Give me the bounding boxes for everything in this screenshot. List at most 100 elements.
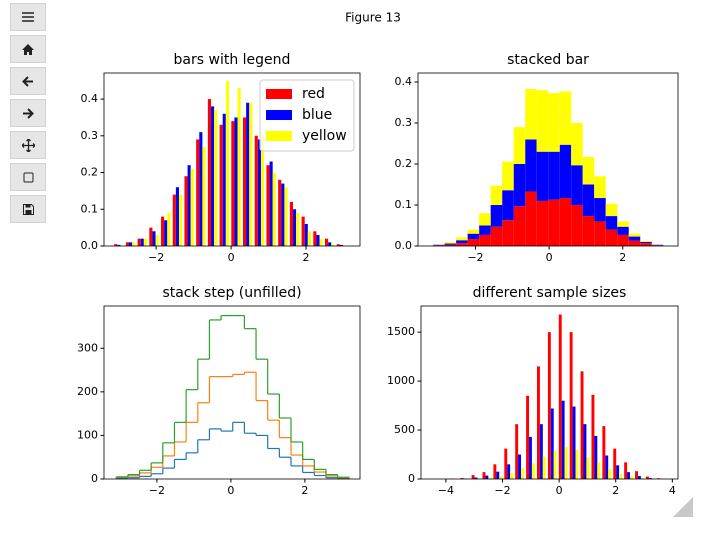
- bar: [149, 227, 153, 246]
- axes-frame: [420, 305, 679, 480]
- bar: [249, 102, 253, 247]
- bar: [187, 165, 191, 246]
- bar: [493, 464, 497, 479]
- bar: [140, 238, 144, 246]
- bar-segment: [525, 88, 537, 140]
- bar: [132, 242, 136, 246]
- bar-segment: [502, 190, 514, 221]
- forward-button[interactable]: [10, 99, 46, 127]
- menu-button[interactable]: [10, 3, 46, 31]
- save-button[interactable]: [10, 195, 46, 223]
- bar: [143, 238, 147, 246]
- bar-segment: [559, 91, 572, 145]
- bar-segment: [571, 123, 583, 166]
- bar: [292, 209, 297, 246]
- bar: [583, 424, 587, 479]
- bar: [164, 220, 168, 246]
- y-tick-label: 300: [77, 341, 98, 354]
- bar: [257, 139, 261, 246]
- bar: [507, 464, 511, 479]
- bar-segment: [444, 244, 457, 246]
- bar: [594, 435, 598, 479]
- bar: [319, 238, 323, 246]
- bar-segment: [640, 241, 652, 242]
- y-tick-label: 0.2: [81, 166, 99, 179]
- bar: [499, 476, 503, 479]
- window-title: Figure 13: [345, 11, 401, 25]
- legend-swatch: [266, 131, 292, 141]
- bar: [627, 472, 630, 479]
- x-tick-label: 0: [546, 251, 553, 264]
- bar: [137, 238, 141, 246]
- bar-segment: [548, 151, 560, 200]
- bar: [531, 463, 535, 479]
- bar-segment: [490, 185, 503, 206]
- bar: [167, 212, 171, 246]
- bar: [125, 242, 130, 246]
- bar-segment: [502, 161, 514, 191]
- x-tick-label: −2: [148, 251, 164, 264]
- bar: [629, 476, 633, 479]
- bar: [616, 465, 620, 479]
- pan-button[interactable]: [10, 131, 46, 159]
- step-riser: [115, 315, 350, 478]
- bar: [272, 172, 276, 246]
- bar: [529, 436, 532, 479]
- bar: [521, 468, 524, 479]
- y-tick-label: 100: [77, 428, 98, 441]
- x-tick-label: −2: [494, 484, 510, 497]
- bar: [482, 472, 486, 479]
- bar: [580, 371, 584, 479]
- bar: [558, 314, 562, 479]
- step-riser: [115, 422, 350, 479]
- y-tick-label: 0.0: [395, 239, 413, 252]
- bar: [190, 168, 194, 246]
- bar-segment: [536, 90, 549, 152]
- bar: [219, 124, 223, 246]
- bar-segment: [582, 157, 595, 185]
- bar-segment: [617, 226, 629, 235]
- bar-segment: [559, 198, 572, 246]
- bar: [237, 88, 241, 246]
- legend-label: red: [302, 86, 325, 102]
- zoom-button[interactable]: [10, 163, 46, 191]
- bar: [645, 476, 649, 479]
- bar-segment: [513, 127, 526, 165]
- y-tick-label: 0.0: [81, 239, 99, 252]
- legend-label: yellow: [302, 128, 347, 144]
- bar: [161, 216, 165, 246]
- bar-segment: [605, 216, 618, 230]
- bar: [591, 394, 595, 479]
- bar: [178, 194, 183, 246]
- bar: [234, 117, 238, 247]
- chart-title: different sample sizes: [473, 285, 627, 301]
- x-tick-label: 2: [619, 251, 626, 264]
- axes-frame: [103, 72, 361, 247]
- bar: [313, 231, 317, 246]
- y-tick-label: 500: [394, 423, 415, 436]
- bar-segment: [628, 236, 641, 241]
- bar: [561, 400, 565, 479]
- chart-title: stack step (unfilled): [162, 285, 301, 301]
- back-button[interactable]: [10, 67, 46, 95]
- bar-segment: [502, 220, 514, 246]
- axes-frame: [103, 305, 361, 480]
- x-tick-label: 2: [301, 484, 308, 497]
- bar: [569, 332, 573, 479]
- home-button[interactable]: [10, 35, 46, 63]
- legend-swatch: [266, 110, 292, 120]
- bar: [586, 457, 590, 479]
- chart-title: stacked bar: [507, 52, 589, 68]
- bar: [619, 473, 623, 479]
- bar-segment: [548, 199, 560, 246]
- bar: [225, 80, 229, 246]
- bar: [155, 234, 159, 246]
- bar-segment: [651, 245, 664, 246]
- bar-segment: [490, 226, 503, 246]
- bar: [637, 476, 641, 479]
- bar: [608, 469, 612, 479]
- bar-segment: [582, 216, 595, 246]
- bar: [175, 187, 179, 246]
- x-tick-label: 0: [227, 484, 234, 497]
- bar-segment: [444, 242, 457, 244]
